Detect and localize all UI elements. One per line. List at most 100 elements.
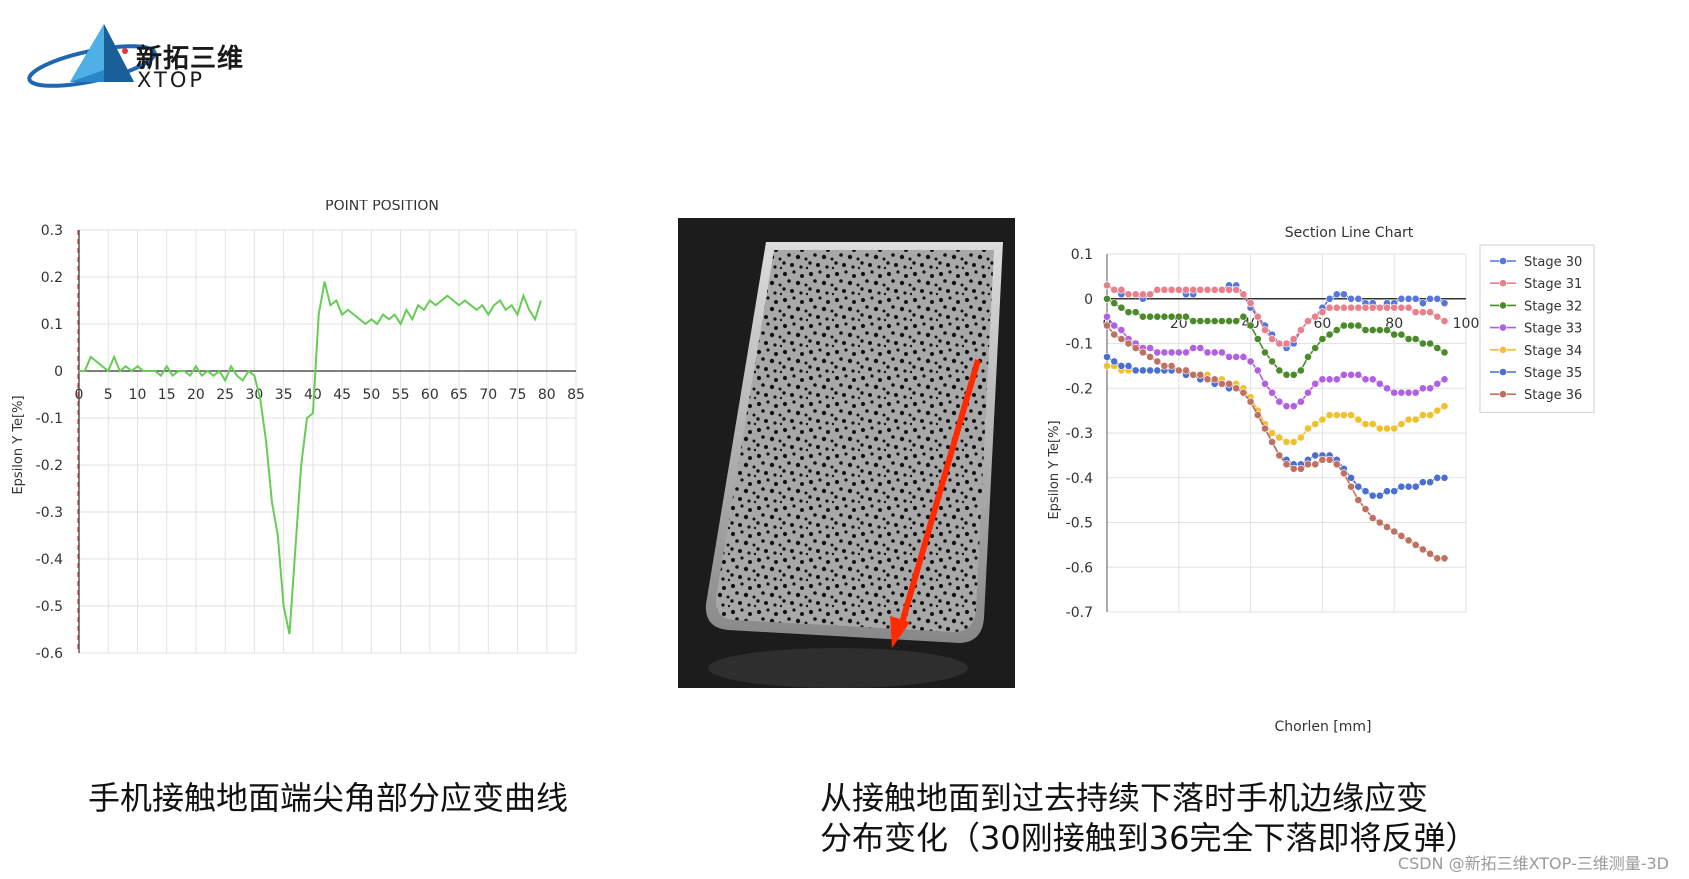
chart2-data-point bbox=[1167, 285, 1176, 294]
chart2-data-point bbox=[1182, 312, 1190, 321]
chart1-x-tick-label: 55 bbox=[392, 387, 410, 403]
chart1-y-tick-label: 0.2 bbox=[41, 270, 63, 286]
chart2-data-point bbox=[1117, 361, 1126, 370]
chart2-data-point bbox=[1261, 424, 1269, 433]
chart2-data-point bbox=[1160, 285, 1169, 294]
chart2-data-point bbox=[1433, 312, 1442, 321]
chart2-data-point bbox=[1253, 312, 1262, 321]
chart2-data-point bbox=[1368, 375, 1377, 384]
chart2-data-point bbox=[1318, 335, 1327, 343]
chart2-legend-marker bbox=[1499, 301, 1507, 310]
chart2-data-point bbox=[1110, 299, 1119, 308]
chart2-data-point bbox=[1296, 366, 1305, 375]
chart2-data-point bbox=[1296, 326, 1305, 334]
chart2-data-point bbox=[1418, 308, 1427, 317]
xtop-logo bbox=[27, 24, 157, 88]
chart2-data-point bbox=[1167, 361, 1176, 370]
chart2-data-point bbox=[1440, 402, 1449, 411]
chart2-data-point bbox=[1354, 321, 1363, 330]
chart2-data-point bbox=[1440, 473, 1449, 482]
chart2-y-tick-label: -0.2 bbox=[1066, 381, 1093, 397]
chart2-data-point bbox=[1347, 411, 1355, 419]
chart2-data-point bbox=[1433, 379, 1442, 388]
chart2-data-point bbox=[1261, 348, 1269, 357]
chart2-data-point bbox=[1146, 344, 1154, 352]
chart2-data-point bbox=[1354, 370, 1363, 379]
chart2-data-point bbox=[1383, 303, 1391, 312]
chart2-y-tick-label: 0.1 bbox=[1071, 247, 1093, 263]
chart2-legend-marker bbox=[1499, 368, 1507, 376]
chart2-data-point bbox=[1203, 317, 1212, 325]
chart2-data-point bbox=[1282, 438, 1291, 446]
chart2-x-axis-label: Chorlen [mm] bbox=[1275, 719, 1372, 735]
chart2-data-point bbox=[1339, 469, 1348, 478]
chart2-data-point bbox=[1103, 361, 1111, 370]
chart2-data-point bbox=[1440, 348, 1449, 357]
chart2-data-point bbox=[1239, 290, 1248, 299]
chart1-x-tick-label: 35 bbox=[275, 387, 293, 403]
chart2-data-point bbox=[1426, 294, 1434, 303]
chart2-legend-box bbox=[1479, 244, 1595, 413]
chart2-y-tick-label: -0.7 bbox=[1066, 605, 1093, 621]
chart2-data-point bbox=[1153, 285, 1162, 294]
chart2-data-point bbox=[1117, 303, 1126, 312]
chart2-data-point bbox=[1411, 388, 1420, 397]
chart2-legend-label: Stage 35 bbox=[1524, 366, 1582, 381]
chart2-data-point bbox=[1261, 326, 1269, 334]
chart2-data-point bbox=[1433, 473, 1442, 482]
chart2-data-point bbox=[1339, 411, 1348, 419]
strain-arrow-shaft bbox=[897, 359, 981, 631]
chart2-data-point bbox=[1397, 531, 1406, 540]
chart2-data-point bbox=[1174, 312, 1183, 321]
chart2-data-point bbox=[1203, 348, 1212, 357]
chart2-data-point bbox=[1239, 312, 1248, 321]
chart2-data-point bbox=[1404, 303, 1413, 312]
chart2-data-point bbox=[1203, 285, 1212, 294]
chart2-data-point bbox=[1282, 370, 1291, 379]
chart2-data-point bbox=[1418, 299, 1427, 308]
chart2-data-point bbox=[1368, 326, 1377, 334]
chart2-data-point bbox=[1332, 290, 1341, 299]
chart2-legend-label: Stage 34 bbox=[1524, 344, 1582, 359]
caption-left: 手机接触地面端尖角部分应变曲线 bbox=[88, 779, 569, 817]
chart2-data-point bbox=[1131, 366, 1140, 375]
chart1-y-tick-label: 0.1 bbox=[41, 317, 63, 333]
chart2-data-point bbox=[1339, 290, 1348, 299]
chart2-data-point bbox=[1426, 549, 1434, 558]
chart1-y-tick-label: -0.3 bbox=[36, 505, 63, 521]
chart2-series-stage-36 bbox=[1103, 321, 1449, 563]
chart2-data-point bbox=[1304, 317, 1312, 325]
chart1-x-tick-label: 85 bbox=[567, 387, 585, 403]
chart2-data-point bbox=[1390, 424, 1399, 433]
chart2-data-point bbox=[1426, 384, 1434, 393]
chart2-data-point bbox=[1383, 487, 1391, 496]
chart2-data-point bbox=[1418, 339, 1427, 348]
chart1-x-tick-label: 40 bbox=[304, 387, 322, 403]
csdn-watermark: CSDN @新拓三维XTOP-三维测量-3D bbox=[1397, 854, 1669, 873]
chart2-data-point bbox=[1411, 482, 1420, 491]
chart2-data-point bbox=[1232, 352, 1241, 361]
chart2-data-point bbox=[1189, 344, 1198, 352]
chart2-data-point bbox=[1146, 290, 1154, 299]
chart2-data-point bbox=[1275, 433, 1284, 442]
chart2-data-point bbox=[1318, 308, 1327, 317]
chart2-series-stage-31 bbox=[1103, 281, 1449, 348]
chart2-data-point bbox=[1131, 290, 1140, 299]
chart2-data-point bbox=[1383, 384, 1391, 393]
chart2-legend-marker bbox=[1499, 323, 1507, 332]
chart2-data-point bbox=[1246, 397, 1255, 406]
chart2-data-point bbox=[1182, 366, 1190, 375]
chart2-data-point bbox=[1296, 464, 1305, 473]
chart2-data-point bbox=[1325, 330, 1334, 339]
chart2-legend-label: Stage 33 bbox=[1524, 322, 1582, 337]
chart2-data-point bbox=[1253, 335, 1262, 343]
chart2-data-point bbox=[1325, 455, 1334, 464]
chart2-data-point bbox=[1433, 554, 1442, 563]
chart2-legend-label: Stage 36 bbox=[1524, 388, 1582, 403]
chart2-data-point bbox=[1347, 370, 1355, 379]
chart2-y-tick-label: 0 bbox=[1084, 292, 1093, 308]
chart2-y-tick-label: -0.1 bbox=[1066, 337, 1093, 353]
chart2-data-point bbox=[1418, 384, 1427, 393]
chart2-data-point bbox=[1124, 308, 1133, 317]
chart2-data-point bbox=[1411, 415, 1420, 424]
